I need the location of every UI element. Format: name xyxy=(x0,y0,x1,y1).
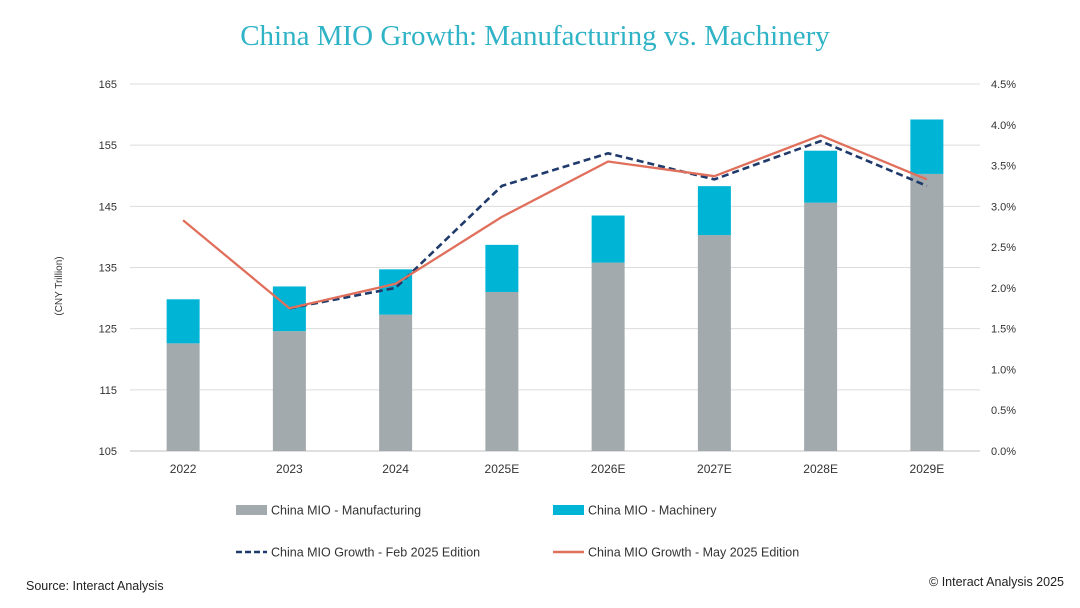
y-axis-label: (CNY Trillion) xyxy=(54,256,65,315)
y2-tick-label: 4.0% xyxy=(991,120,1016,132)
bar-machinery xyxy=(591,215,625,263)
copyright-text: © Interact Analysis 2025 xyxy=(929,575,1064,589)
legend-label: China MIO - Manufacturing xyxy=(271,504,421,518)
bar-manufacturing xyxy=(166,343,200,451)
bar-machinery xyxy=(697,186,731,236)
x-tick-label: 2026E xyxy=(591,462,626,476)
x-tick-label: 2029E xyxy=(910,462,945,476)
right-axis: 0.0% 0.5% 1.0% 1.5% 2.0% 2.5% 3.0% 3.5% 4.0% 4.5% xyxy=(991,79,1016,458)
bar-machinery xyxy=(166,299,200,344)
y2-tick-label: 3.5% xyxy=(991,161,1016,173)
bar-manufacturing xyxy=(697,235,731,451)
gridlines xyxy=(130,83,980,452)
legend-label: China MIO Growth - May 2025 Edition xyxy=(588,546,799,560)
bar-manufacturing xyxy=(485,291,519,451)
legend-label: China MIO Growth - Feb 2025 Edition xyxy=(271,546,480,560)
x-tick-label: 2024 xyxy=(382,462,409,476)
legend: China MIO - Manufacturing China MIO - Mac… xyxy=(236,504,799,560)
x-tick-label: 2027E xyxy=(697,462,732,476)
x-axis: 2022 2023 2024 2025E 2026E 2027E 2028E 2029E xyxy=(170,462,944,476)
lines xyxy=(182,134,928,310)
bars xyxy=(166,119,944,452)
line-feb-2025-edition xyxy=(289,139,928,310)
y2-tick-label: 0.0% xyxy=(991,446,1016,458)
bar-machinery xyxy=(804,150,838,203)
x-tick-label: 2022 xyxy=(170,462,197,476)
bar-machinery xyxy=(485,244,519,292)
bar-manufacturing xyxy=(804,202,838,451)
legend-label: China MIO - Machinery xyxy=(588,504,717,518)
line-may-2025-edition xyxy=(182,134,928,310)
y-tick-label: 155 xyxy=(99,140,117,152)
y2-tick-label: 2.0% xyxy=(991,283,1016,295)
y2-tick-label: 3.0% xyxy=(991,201,1016,213)
bar-manufacturing xyxy=(272,331,306,451)
x-tick-label: 2023 xyxy=(276,462,303,476)
legend-swatch xyxy=(553,505,584,515)
chart-title: China MIO Growth: Manufacturing vs. Mach… xyxy=(240,20,830,52)
y-tick-label: 115 xyxy=(99,385,117,397)
bar-manufacturing xyxy=(379,314,413,451)
y2-tick-label: 0.5% xyxy=(991,405,1016,417)
y-tick-label: 145 xyxy=(99,201,117,213)
y2-tick-label: 2.5% xyxy=(991,242,1016,254)
bar-manufacturing xyxy=(591,262,625,451)
y2-tick-label: 1.0% xyxy=(991,364,1016,376)
x-tick-label: 2028E xyxy=(803,462,838,476)
y-tick-label: 125 xyxy=(99,324,117,336)
y-tick-label: 165 xyxy=(99,79,117,91)
legend-swatch xyxy=(236,505,267,515)
y-tick-label: 135 xyxy=(99,263,117,275)
bar-manufacturing xyxy=(910,173,944,452)
source-text: Source: Interact Analysis xyxy=(26,579,164,593)
y2-tick-label: 4.5% xyxy=(991,79,1016,91)
left-axis: 105 115 125 135 145 155 165 xyxy=(99,79,117,458)
y2-tick-label: 1.5% xyxy=(991,324,1016,336)
bar-machinery xyxy=(910,119,944,174)
x-tick-label: 2025E xyxy=(485,462,520,476)
y-tick-label: 105 xyxy=(99,446,117,458)
